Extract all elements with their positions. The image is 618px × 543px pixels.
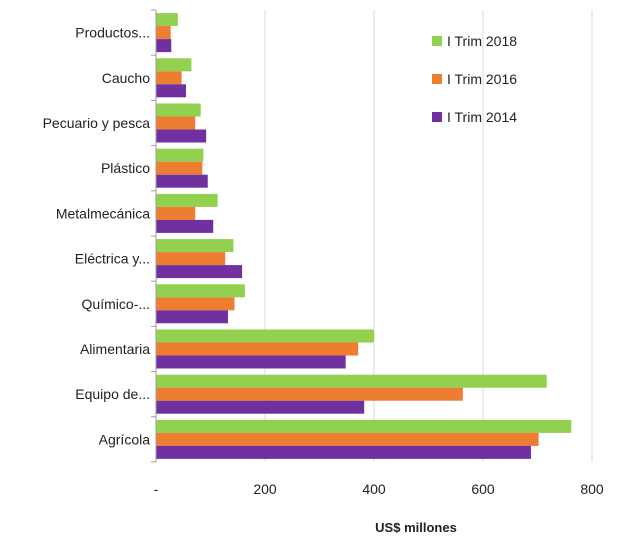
bar [156, 39, 172, 53]
bars [156, 13, 572, 459]
category-label: Metalmecánica [56, 205, 150, 221]
bar [156, 297, 235, 311]
category-label: Alimentaria [80, 341, 150, 357]
bar [156, 310, 228, 324]
bar [156, 84, 186, 98]
category-label: Productos... [75, 25, 150, 41]
category-label: Eléctrica y... [75, 251, 150, 267]
axes: Productos... Caucho Pecuario y pesca Plásti… [43, 9, 604, 497]
bar [156, 71, 182, 85]
legend-swatch [432, 74, 442, 84]
bar [156, 116, 196, 130]
bar [156, 374, 547, 388]
bar [156, 193, 218, 207]
legend-swatch [432, 36, 442, 46]
category-label: Plástico [101, 160, 150, 176]
bar [156, 329, 374, 343]
bar [156, 148, 204, 162]
bar [156, 400, 365, 414]
legend-label: I Trim 2014 [447, 109, 517, 125]
bar [156, 219, 214, 233]
bar [156, 387, 463, 401]
bar [156, 174, 208, 188]
x-tick-label: 600 [471, 481, 495, 497]
legend-label: I Trim 2016 [447, 71, 517, 87]
bar [156, 284, 245, 298]
bar [156, 129, 207, 143]
bar [156, 432, 539, 446]
bar [156, 103, 201, 117]
bar [156, 239, 234, 253]
x-tick-label: 200 [253, 481, 277, 497]
legend: I Trim 2018 I Trim 2016 I Trim 2014 [432, 33, 517, 125]
category-label: Químico-... [82, 296, 150, 312]
category-label: Equipo de... [75, 386, 150, 402]
x-tick-label: - [154, 481, 159, 497]
legend-swatch [432, 112, 442, 122]
category-label: Agrícola [99, 431, 151, 447]
bar [156, 161, 203, 175]
bar [156, 445, 531, 459]
x-tick-label: 400 [362, 481, 386, 497]
bar [156, 26, 171, 40]
bar [156, 355, 346, 369]
bar [156, 13, 178, 27]
bar [156, 252, 226, 266]
legend-label: I Trim 2018 [447, 33, 517, 49]
bar [156, 58, 192, 72]
x-axis-title: US$ millones [375, 520, 457, 535]
bar [156, 265, 243, 279]
bar [156, 419, 572, 433]
bar [156, 206, 196, 220]
category-label: Pecuario y pesca [43, 115, 151, 131]
bar [156, 342, 359, 356]
category-label: Caucho [102, 70, 150, 86]
x-tick-label: 800 [580, 481, 604, 497]
